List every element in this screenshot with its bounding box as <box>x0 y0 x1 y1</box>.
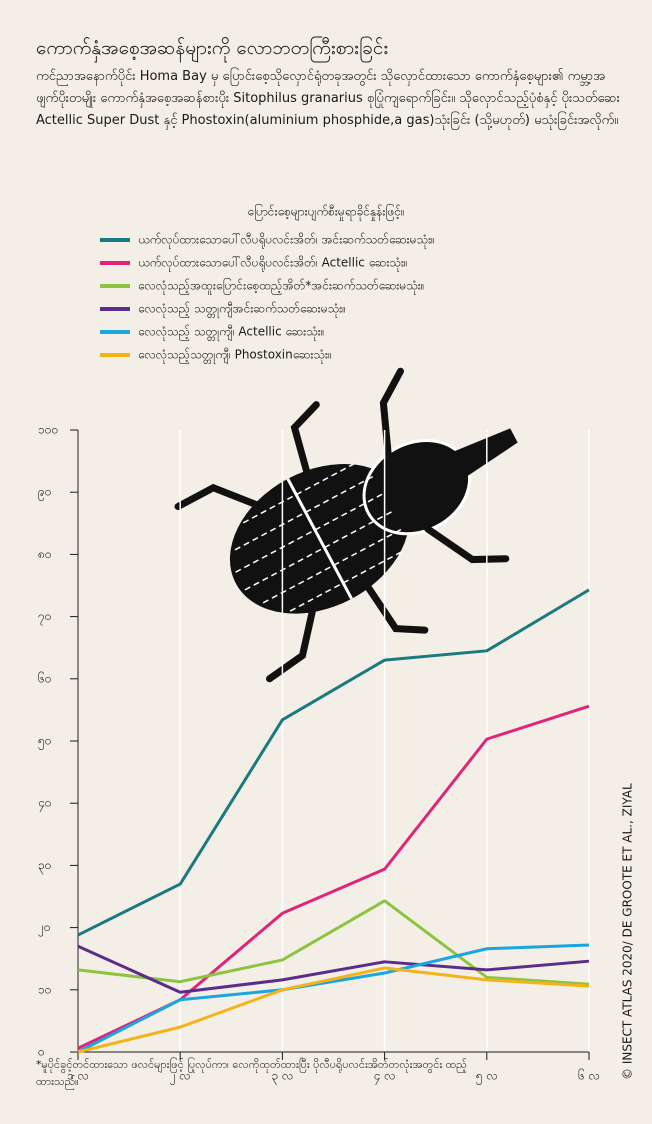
y-tick-label: ၇၀ <box>38 609 52 626</box>
series-line <box>77 943 590 1054</box>
legend-label: လေလုံသည့်သတ္တုကျီ၊ Phostoxinဆေးသုံး။ <box>138 347 332 365</box>
footnote: *မူပိုင်ခွင့်တင်ထားသော ဖလင်များဖြင့် ပြု… <box>36 1058 467 1088</box>
x-tick-label: ၂ လ <box>170 1069 191 1086</box>
legend-label: လေလုံသည့် သတ္တုကျီ၊ Actellic ဆေးသုံး။ <box>138 324 324 342</box>
beetle-illustration <box>174 367 518 683</box>
legend-label: လေလုံသည့်အထူးပြောင်းစေ့ထည့်အိတ်*အင်းဆက်သ… <box>138 277 424 296</box>
series-line <box>77 944 590 994</box>
x-tick-label: ၆ လ <box>578 1068 600 1083</box>
y-tick-label: ၁၀ <box>38 982 52 996</box>
y-tick-label: ၄၀ <box>38 796 52 813</box>
chart-subtitle: ကင်ညာအနောက်ပိုင်း Homa Bay မှ ပြောင်းစေ့… <box>36 69 620 128</box>
y-tick-label: ၆၀ <box>38 670 52 685</box>
x-tick-label: ၄ လ <box>374 1069 396 1086</box>
legend-label: ယက်လုပ်ထားသောပေါ်လီပရိုပလင်းအိတ်၊ Actell… <box>138 255 408 273</box>
y-tick-label: ၈၀ <box>38 547 52 561</box>
x-tick-label: ၁ လ <box>67 1069 89 1083</box>
y-tick-label: ၅၀ <box>38 734 52 751</box>
series-line <box>77 704 590 1050</box>
series-line <box>77 899 590 986</box>
source: © INSECT ATLAS 2020/ DE GROOTE ET AL., Z… <box>621 783 635 1080</box>
y-tick-label: ၁၀၀ <box>38 423 58 437</box>
y-tick-label: ၉၀ <box>38 485 52 502</box>
y-tick-label: ၀ <box>38 1045 45 1059</box>
y-tick-label: ၂၀ <box>38 920 51 937</box>
legend-label: လေလုံသည့် သတ္တုကျီအင်းဆက်သတ်ဆေးမသုံး။ <box>138 301 346 319</box>
series-line <box>77 966 590 1054</box>
legend-title: ပြောင်းစေ့များပျက်စီးမှုရာခိုင်နှုန်းဖြင… <box>247 203 404 222</box>
x-tick-label: ၃ လ <box>271 1069 293 1086</box>
y-tick-label: ၃၀ <box>38 858 52 875</box>
series-line <box>77 588 590 937</box>
chart-title: ကောက်နှံအစေ့အဆန်များကို လောဘတကြီးစားခြင်… <box>36 37 389 59</box>
x-tick-label: ၅ လ <box>476 1069 498 1086</box>
legend-label: ယက်လုပ်ထားသောပေါ်လီပရိုပလင်းအိတ်၊ အင်းဆက… <box>138 232 435 250</box>
